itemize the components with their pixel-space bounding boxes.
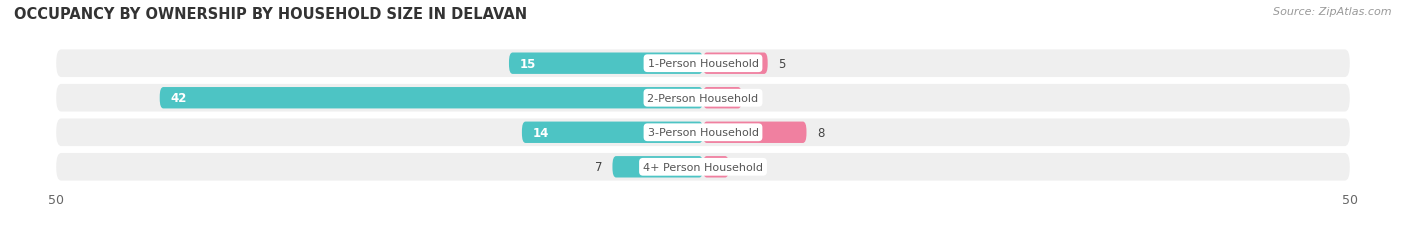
Text: OCCUPANCY BY OWNERSHIP BY HOUSEHOLD SIZE IN DELAVAN: OCCUPANCY BY OWNERSHIP BY HOUSEHOLD SIZE… (14, 7, 527, 22)
FancyBboxPatch shape (56, 50, 1350, 78)
Text: 2: 2 (740, 161, 747, 173)
FancyBboxPatch shape (613, 156, 703, 178)
Text: 14: 14 (533, 126, 548, 139)
Text: 3-Person Household: 3-Person Household (648, 128, 758, 138)
FancyBboxPatch shape (56, 119, 1350, 146)
Text: Source: ZipAtlas.com: Source: ZipAtlas.com (1274, 7, 1392, 17)
FancyBboxPatch shape (703, 53, 768, 75)
FancyBboxPatch shape (56, 85, 1350, 112)
FancyBboxPatch shape (522, 122, 703, 143)
FancyBboxPatch shape (509, 53, 703, 75)
FancyBboxPatch shape (56, 153, 1350, 181)
FancyBboxPatch shape (160, 88, 703, 109)
Text: 4+ Person Household: 4+ Person Household (643, 162, 763, 172)
Text: 8: 8 (817, 126, 824, 139)
Text: 7: 7 (595, 161, 602, 173)
FancyBboxPatch shape (703, 88, 742, 109)
Text: 5: 5 (778, 58, 786, 70)
Text: 1-Person Household: 1-Person Household (648, 59, 758, 69)
FancyBboxPatch shape (703, 122, 807, 143)
Text: 3: 3 (752, 92, 759, 105)
Text: 42: 42 (170, 92, 187, 105)
FancyBboxPatch shape (703, 156, 728, 178)
Text: 2-Person Household: 2-Person Household (647, 93, 759, 103)
Text: 15: 15 (519, 58, 536, 70)
